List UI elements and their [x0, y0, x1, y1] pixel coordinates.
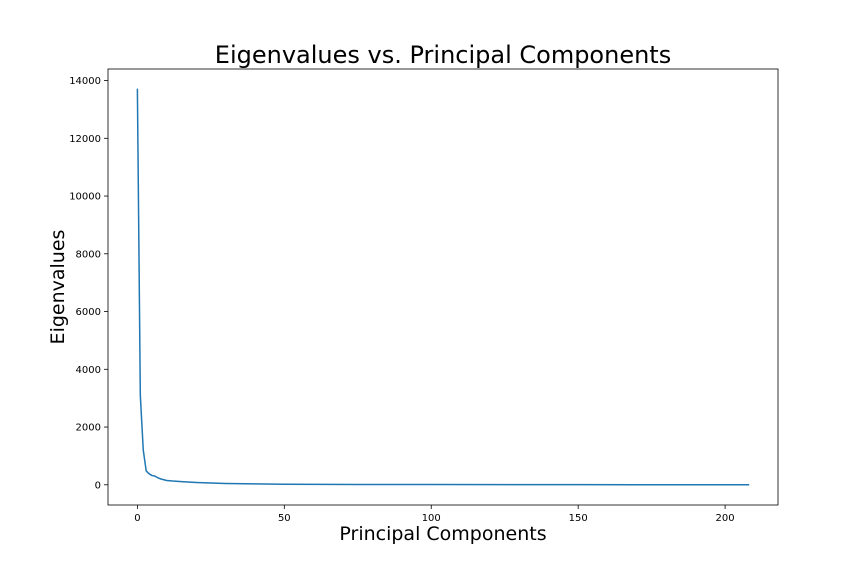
- y-tick-label: 8000: [76, 249, 101, 260]
- x-tick-label: 200: [716, 513, 735, 524]
- plot-area: [136, 88, 750, 486]
- y-tick-label: 10000: [69, 192, 101, 203]
- series-line: [136, 88, 750, 486]
- x-tick-label: 50: [278, 513, 291, 524]
- y-tick-label: 2000: [76, 423, 101, 434]
- y-axis: 0 2000 4000 6000 8000 10000 12000 14000: [69, 76, 108, 491]
- chart-title: Eigenvalues vs. Principal Components: [215, 41, 671, 69]
- x-axis: 0 50 100 150 200: [134, 505, 735, 524]
- y-tick-label: 0: [95, 480, 101, 491]
- axes-frame: [107, 68, 779, 506]
- y-axis-label: Eigenvalues: [47, 230, 69, 345]
- y-tick-label: 12000: [69, 134, 101, 145]
- x-tick-label: 150: [569, 513, 588, 524]
- y-tick-label: 4000: [76, 365, 101, 376]
- y-tick-label: 6000: [76, 307, 101, 318]
- x-tick-label: 100: [422, 513, 441, 524]
- y-tick-label: 14000: [69, 76, 101, 87]
- x-axis-label: Principal Components: [339, 523, 546, 545]
- x-tick-label: 0: [134, 513, 140, 524]
